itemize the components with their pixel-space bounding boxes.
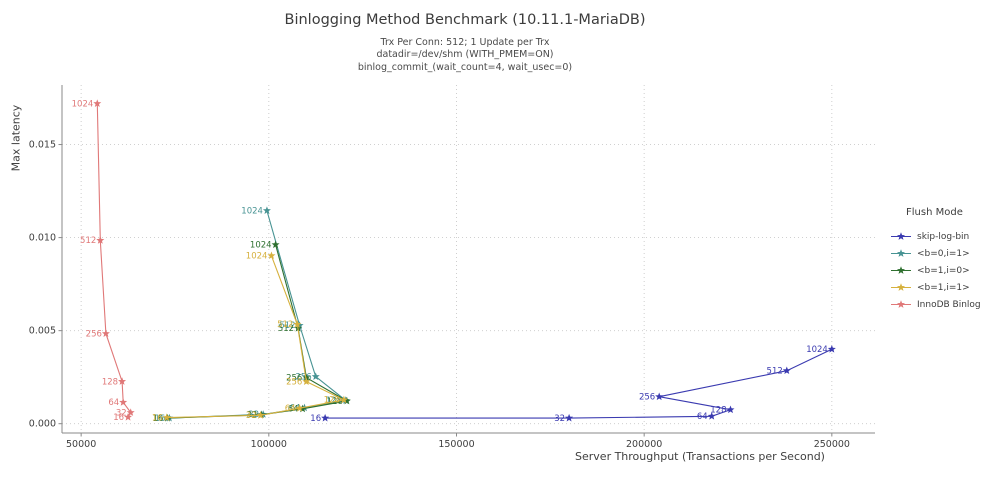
data-point-marker: [565, 413, 574, 422]
data-point-marker: [271, 240, 280, 249]
data-point-marker: [267, 251, 276, 260]
data-point-marker: [302, 377, 311, 386]
point-label: 16: [113, 413, 124, 423]
data-point-marker: [126, 408, 135, 416]
legend-entry-0: skip-log-bin: [890, 228, 1000, 245]
series-line-3: [166, 255, 346, 419]
legend-entries: skip-log-bin <b=0,i=1> <b=1,i=0> <b=1,i=1> I…: [890, 228, 1000, 313]
data-point-marker: [295, 404, 304, 412]
x-tick-label: 200000: [626, 439, 662, 450]
point-label: 512: [279, 321, 295, 331]
series-line-0: [325, 348, 833, 419]
point-label: 1024: [72, 99, 94, 109]
point-label: 32: [246, 411, 257, 421]
point-label: 64: [285, 404, 296, 414]
data-point-marker: [295, 321, 304, 329]
legend-title: Flush Mode: [906, 207, 963, 218]
data-point-marker: [262, 206, 271, 215]
data-point-marker: [298, 404, 307, 413]
point-label: 64: [697, 412, 708, 422]
data-point-marker: [96, 236, 105, 244]
data-point-marker: [342, 396, 351, 405]
data-point-marker: [339, 395, 348, 404]
data-point-marker: [118, 377, 127, 385]
x-tick-label: 50000: [66, 439, 96, 450]
data-point-marker: [93, 99, 102, 108]
legend-label: <b=1,i=1>: [917, 282, 970, 293]
legend-label: skip-log-bin: [917, 231, 970, 242]
series-line-4: [96, 103, 132, 418]
data-point-marker: [293, 320, 302, 328]
data-point-marker: [827, 345, 836, 353]
point-label: 512: [278, 324, 294, 334]
data-point-marker: [726, 405, 735, 414]
point-label: 1024: [806, 345, 828, 355]
x-axis-label: Server Throughput (Transactions per Seco…: [575, 450, 825, 463]
data-point-marker: [707, 412, 716, 420]
data-point-marker: [311, 372, 320, 381]
legend-entry-4: InnoDB Binlog: [890, 296, 1000, 313]
legend-entry-1: <b=0,i=1>: [890, 245, 1000, 262]
x-tick-label: 250000: [814, 439, 850, 450]
point-label: 512: [277, 320, 293, 330]
subtitle-line-1: Trx Per Conn: 512; 1 Update per Trx: [380, 37, 550, 48]
x-tick-label: 150000: [438, 439, 474, 450]
point-label: 256: [86, 329, 102, 339]
point-label: 128: [324, 396, 340, 406]
point-label: 64: [108, 398, 119, 408]
data-point-marker: [302, 373, 311, 382]
legend-marker-icon: [891, 283, 911, 291]
point-label: 512: [767, 366, 783, 376]
data-point-marker: [101, 329, 110, 338]
point-label: 32: [554, 414, 565, 424]
legend-entry-3: <b=1,i=1>: [890, 279, 1000, 296]
point-label: 128: [326, 396, 342, 406]
data-point-marker: [162, 413, 171, 421]
y-tick-label: 0.015: [29, 140, 56, 151]
data-point-marker: [782, 366, 791, 375]
point-label: 256: [286, 374, 302, 384]
point-label: 128: [102, 377, 118, 387]
legend-marker-icon: [891, 300, 911, 308]
point-label: 1024: [250, 240, 272, 250]
point-label: 16: [153, 414, 164, 424]
series-line-2: [167, 244, 349, 419]
point-label: 16: [310, 414, 321, 424]
y-tick-label: 0.005: [29, 326, 56, 337]
data-point-marker: [124, 412, 133, 421]
subtitle-line-2: datadir=/dev/shm (WITH_PMEM=ON): [376, 49, 554, 61]
data-point-marker: [256, 411, 265, 419]
legend-label: <b=1,i=0>: [917, 265, 970, 276]
y-tick-label: 0.010: [29, 233, 56, 244]
legend: Flush Mode skip-log-bin <b=0,i=1> <b=1,i=0…: [890, 207, 1000, 313]
legend-label: <b=0,i=1>: [917, 248, 970, 259]
legend-marker-icon: [891, 249, 911, 257]
point-label: 16: [155, 414, 166, 424]
data-point-marker: [655, 392, 664, 401]
point-label: 16: [152, 413, 163, 423]
legend-marker-icon: [891, 266, 911, 274]
point-label: 256: [286, 377, 302, 387]
legend-entry-2: <b=1,i=0>: [890, 262, 1000, 279]
data-point-marker: [119, 398, 128, 406]
point-label: 256: [639, 393, 655, 403]
subtitle-line-3: binlog_commit_(wait_count=4, wait_usec=0…: [357, 61, 573, 73]
legend-label: InnoDB Binlog: [917, 299, 981, 310]
point-label: 1024: [246, 251, 268, 261]
point-label: 128: [710, 406, 726, 416]
legend-marker-icon: [891, 232, 911, 240]
point-label: 512: [80, 236, 96, 246]
data-point-marker: [321, 413, 330, 422]
x-tick-label: 100000: [251, 439, 287, 450]
point-label: 1024: [241, 206, 263, 216]
chart-subtitle: Trx Per Conn: 512; 1 Update per Trx data…: [0, 37, 930, 74]
point-label: 32: [116, 408, 127, 418]
y-tick-label: 0.000: [29, 419, 56, 430]
chart-title: Binlogging Method Benchmark (10.11.1-Mar…: [284, 12, 646, 28]
